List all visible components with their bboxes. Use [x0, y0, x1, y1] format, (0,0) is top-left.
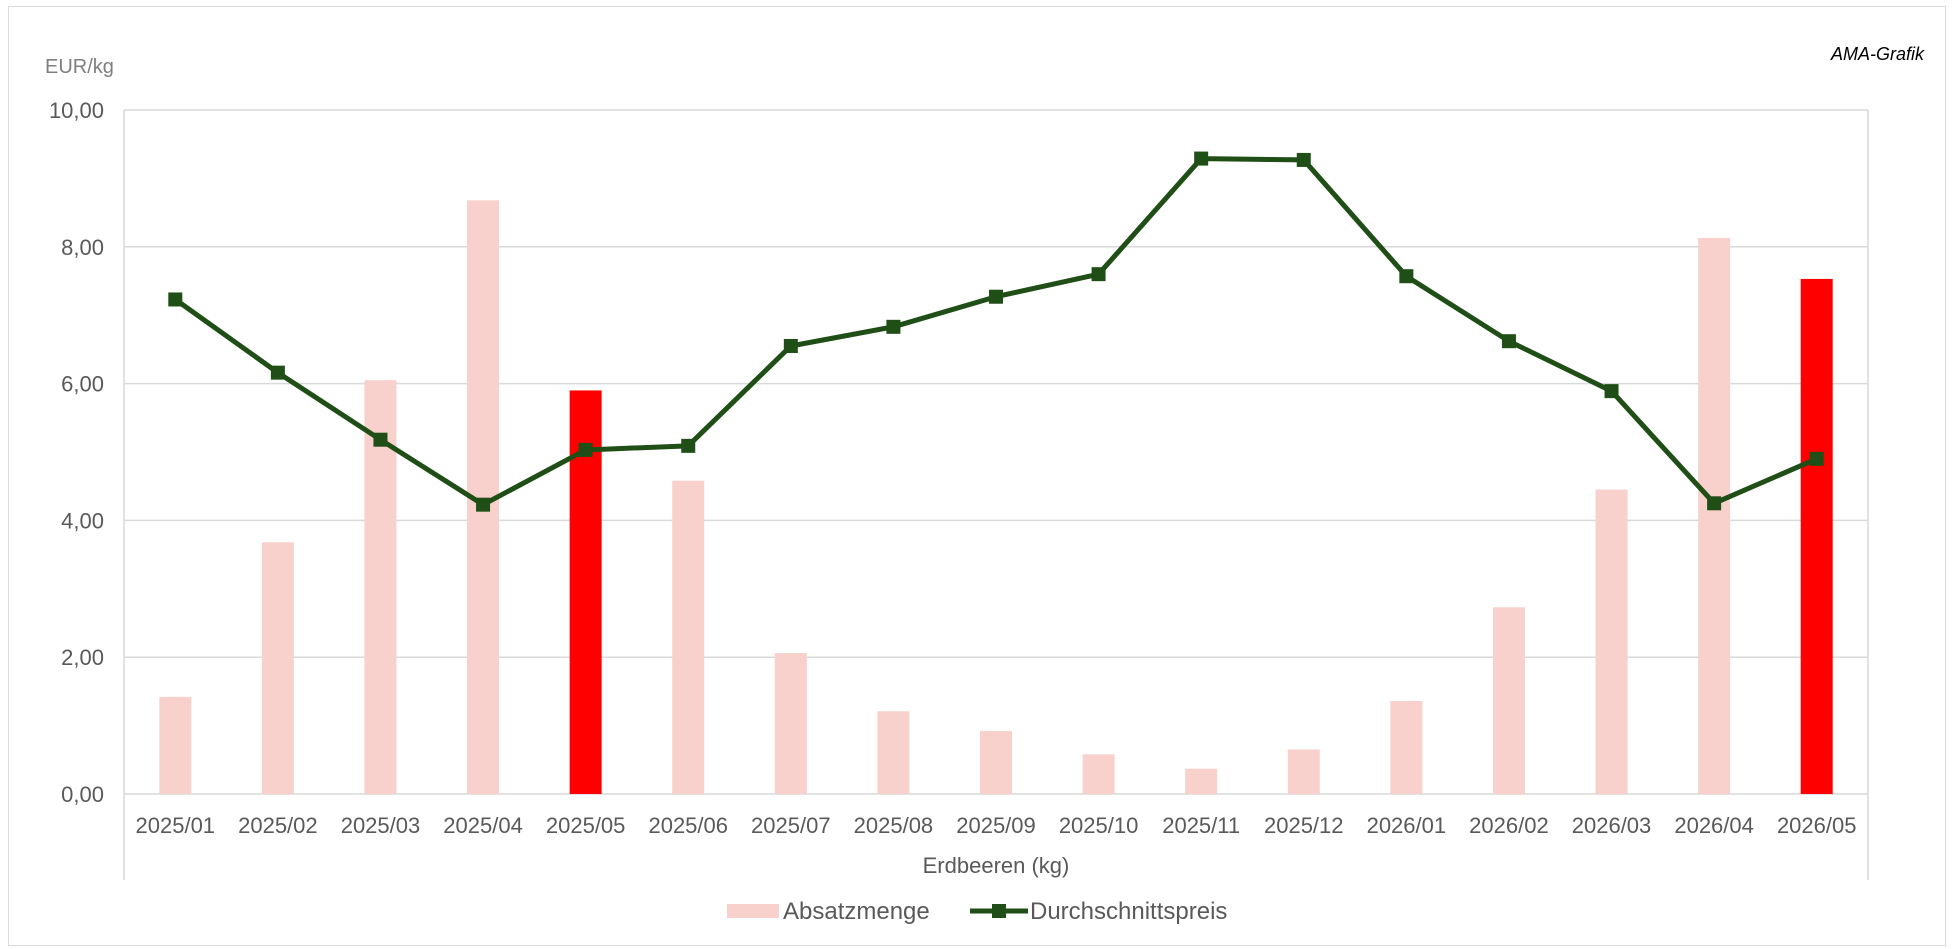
- y-tick-label: 10,00: [49, 98, 104, 123]
- chart-credit: AMA-Grafik: [1830, 44, 1924, 64]
- bar: [1492, 607, 1525, 794]
- price-marker: [1399, 269, 1414, 284]
- x-tick-label: 2025/08: [854, 813, 934, 838]
- y-tick-label: 0,00: [61, 782, 104, 807]
- price-marker: [1296, 152, 1311, 167]
- x-tick-label: 2025/07: [751, 813, 831, 838]
- x-tick-label: 2025/02: [238, 813, 318, 838]
- x-tick-label: 2025/05: [546, 813, 626, 838]
- x-tick-label: 2026/02: [1469, 813, 1549, 838]
- y-unit-label: EUR/kg: [45, 56, 114, 78]
- legend-swatch-absatzmenge: [727, 904, 779, 918]
- x-tick-label: 2025/09: [956, 813, 1036, 838]
- price-marker: [578, 442, 593, 457]
- price-marker: [989, 289, 1003, 304]
- x-tick-label: 2025/10: [1059, 813, 1139, 838]
- price-marker: [1707, 496, 1722, 511]
- price-marker: [1194, 151, 1209, 166]
- price-marker: [681, 438, 696, 453]
- x-tick-label: 2026/05: [1777, 813, 1857, 838]
- x-tick-label: 2025/11: [1162, 813, 1240, 838]
- y-tick-label: 8,00: [61, 235, 104, 260]
- x-tick-label: 2026/03: [1572, 813, 1652, 838]
- x-tick-label: 2025/01: [136, 813, 216, 838]
- price-marker: [1809, 451, 1824, 466]
- bar: [261, 542, 294, 794]
- legend-swatch-marker: [992, 904, 1006, 918]
- price-marker: [270, 365, 285, 380]
- bar: [774, 653, 807, 794]
- chart-labels: 0,00 2,00 4,00 6,00 8,00 10,00 EUR/kg 2025/01 20…: [45, 56, 1856, 878]
- y-tick-label: 6,00: [61, 372, 104, 397]
- bar: [672, 480, 705, 794]
- x-tick-label: 2025/12: [1264, 813, 1344, 838]
- legend: Absatzmenge Durchschnittspreis: [727, 898, 1227, 925]
- price-marker: [168, 292, 183, 307]
- bar: [159, 696, 192, 794]
- legend-label-absatzmenge: Absatzmenge: [783, 898, 930, 925]
- price-marker: [1501, 334, 1516, 349]
- price-marker: [476, 497, 491, 512]
- y-tick-label: 4,00: [61, 508, 104, 533]
- bar: [877, 711, 910, 794]
- bar: [980, 731, 1012, 794]
- bar: [1698, 237, 1731, 794]
- x-tick-label: 2026/01: [1367, 813, 1447, 838]
- chart-frame: [8, 6, 1946, 946]
- x-axis-title: Erdbeeren (kg): [923, 853, 1070, 878]
- bar: [1800, 278, 1833, 794]
- x-tick-label: 2025/04: [443, 813, 523, 838]
- price-marker: [373, 432, 388, 447]
- gridlines: [123, 109, 1869, 880]
- price-line-path: [173, 156, 1818, 508]
- bar: [1390, 700, 1423, 794]
- price-line: [168, 151, 1824, 512]
- price-marker: [1091, 267, 1106, 282]
- bars: [159, 200, 1833, 795]
- bar: [1595, 489, 1628, 794]
- price-marker: [783, 338, 798, 353]
- price-marker: [1604, 384, 1619, 399]
- y-tick-label: 2,00: [61, 645, 104, 670]
- x-tick-label: 2025/06: [648, 813, 728, 838]
- price-marker: [886, 319, 901, 334]
- legend-label-durchschnittspreis: Durchschnittspreis: [1030, 898, 1227, 925]
- bar: [1082, 754, 1115, 794]
- bar: [1185, 768, 1218, 794]
- x-tick-label: 2026/04: [1674, 813, 1754, 838]
- x-tick-label: 2025/03: [341, 813, 421, 838]
- bar: [1287, 749, 1320, 794]
